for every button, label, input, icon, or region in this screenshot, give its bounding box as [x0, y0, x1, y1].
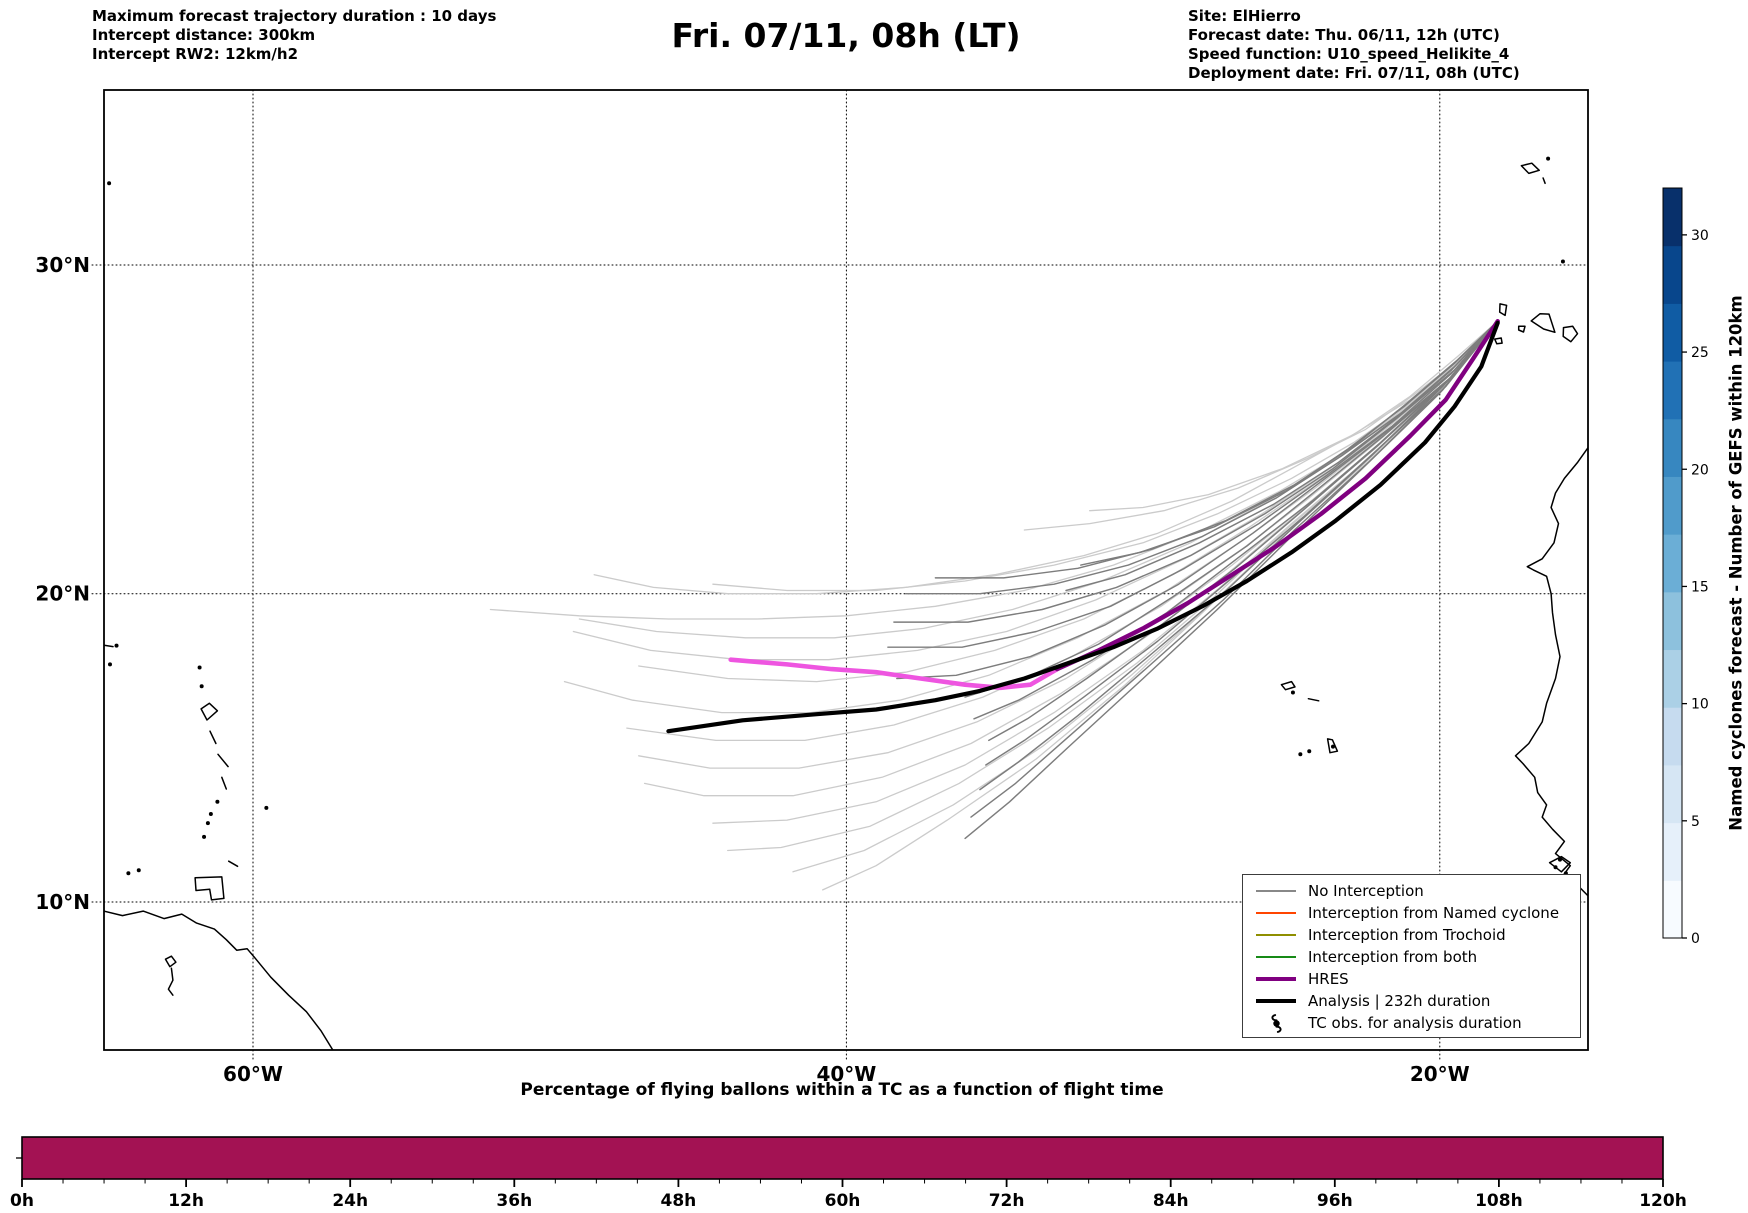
map-axis-labels: 60°W 40°W 20°W 30°N 20°N 10°N: [35, 253, 1469, 1086]
percentage-bar: [21, 1136, 1664, 1180]
legend-line-swatch: [1256, 890, 1296, 892]
legend-item: HRES: [1243, 968, 1580, 990]
trajectory-lines: [489, 319, 1500, 891]
flight-time-tick-label: 72h: [989, 1191, 1025, 1211]
cyclone-icon: [1270, 1013, 1282, 1033]
info-left-line-3: Intercept RW2: 12km/h2: [92, 45, 299, 63]
info-right-line-1: Site: ElHierro: [1188, 7, 1301, 25]
colorbar-tick-label: 15: [1691, 579, 1709, 595]
y-tick-label: 20°N: [35, 582, 90, 606]
x-tick-label: 20°W: [1410, 1062, 1470, 1086]
legend-label: No Interception: [1308, 882, 1424, 900]
colorbar-tick-label: 20: [1691, 462, 1709, 478]
coastlines-top: [104, 156, 1588, 1050]
x-tick-label: 60°W: [223, 1062, 283, 1086]
colorbar-tick-label: 30: [1691, 228, 1709, 244]
analysis-line: [666, 320, 1500, 734]
legend-line-swatch: [1256, 934, 1296, 936]
info-left-line-2: Intercept distance: 300km: [92, 26, 316, 44]
info-block-left: Maximum forecast trajectory duration : 1…: [92, 7, 496, 64]
legend-line-swatch: [1256, 956, 1296, 958]
legend-item: Interception from Trochoid: [1243, 924, 1580, 946]
flight-time-tick-label: 120h: [1639, 1191, 1687, 1211]
x-tick-label: 40°W: [816, 1062, 876, 1086]
legend-item: Analysis | 232h duration: [1243, 990, 1580, 1012]
colorbar-tick-label: 5: [1691, 814, 1700, 830]
flight-time-tick-label: 84h: [1153, 1191, 1189, 1211]
flight-time-tick-label: 60h: [825, 1191, 861, 1211]
flight-time-tick-label: 0h: [10, 1191, 34, 1211]
colorbar-tick-label: 25: [1691, 345, 1709, 361]
legend-label: Interception from both: [1308, 948, 1478, 966]
colorbar-tick-label: 0: [1691, 931, 1700, 947]
hres-far-line: [728, 657, 1060, 691]
legend-item: Interception from both: [1243, 946, 1580, 968]
legend-label: TC obs. for analysis duration: [1308, 1014, 1522, 1032]
legend-item: TC obs. for analysis duration: [1243, 1012, 1580, 1034]
map-frame: [103, 89, 1589, 1051]
flight-time-tick-label: 12h: [168, 1191, 204, 1211]
legend-item: Interception from Named cyclone: [1243, 902, 1580, 924]
y-tick-label: 10°N: [35, 890, 90, 914]
bottom-bar-chart: 0h 12h 24h 36h 48h 60h 72h 84h 96h 108h 120h: [10, 1136, 1687, 1211]
flight-time-tick-label: 96h: [1317, 1191, 1353, 1211]
colorbar-label: Named cyclones forecast - Number of GEFS…: [1726, 295, 1746, 831]
flight-time-tick-label: 108h: [1475, 1191, 1523, 1211]
info-right-line-4: Deployment date: Fri. 07/11, 08h (UTC): [1188, 64, 1520, 82]
info-block-right: Site: ElHierro Forecast date: Thu. 06/11…: [1188, 7, 1520, 83]
colorbar: 0 5 10 15 20 25 30: [1662, 187, 1709, 947]
legend-label: HRES: [1308, 970, 1349, 988]
flight-time-tick-label: 36h: [496, 1191, 532, 1211]
legend-label: Analysis | 232h duration: [1308, 992, 1491, 1010]
info-right-line-2: Forecast date: Thu. 06/11, 12h (UTC): [1188, 26, 1500, 44]
info-right-line-3: Speed function: U10_speed_Helikite_4: [1188, 45, 1510, 63]
legend-label: Interception from Trochoid: [1308, 926, 1506, 944]
legend-line-swatch: [1256, 912, 1296, 914]
legend-line-swatch: [1256, 977, 1296, 981]
info-left-line-1: Maximum forecast trajectory duration : 1…: [92, 7, 497, 25]
bottom-chart-title: Percentage of flying ballons within a TC…: [520, 1080, 1164, 1100]
flight-time-tick-label: 48h: [661, 1191, 697, 1211]
y-tick-label: 30°N: [35, 253, 90, 277]
hres-line: [1054, 319, 1500, 672]
legend-label: Interception from Named cyclone: [1308, 904, 1560, 922]
legend-item: No Interception: [1243, 880, 1580, 902]
page-title: Fri. 07/11, 08h (LT): [671, 16, 1021, 55]
colorbar-tick-label: 10: [1691, 697, 1709, 713]
legend: No Interception Interception from Named c…: [1242, 874, 1581, 1038]
legend-line-swatch: [1256, 999, 1296, 1003]
flight-time-tick-label: 24h: [332, 1191, 368, 1211]
